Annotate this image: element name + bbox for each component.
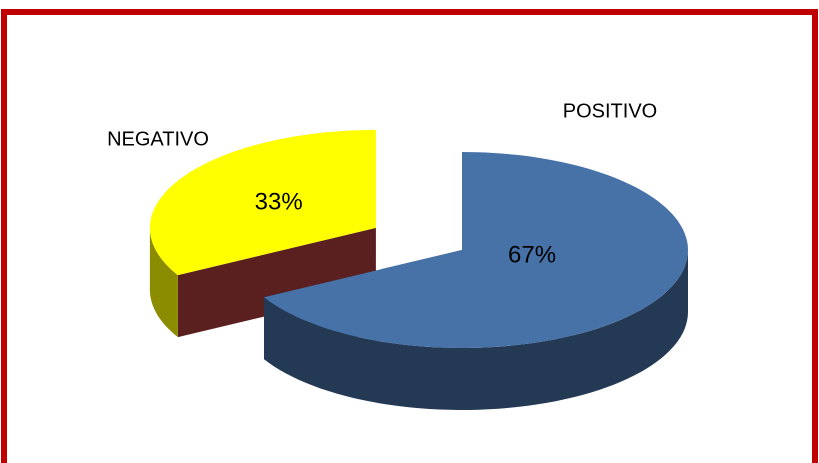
slice xyxy=(149,129,376,338)
category-label: POSITIVO xyxy=(563,100,657,122)
category-label: NEGATIVO xyxy=(107,128,209,150)
data-label: 67% xyxy=(508,241,556,268)
slice-cut-face xyxy=(177,227,376,338)
data-label: 33% xyxy=(255,188,303,215)
slice-side xyxy=(264,250,688,410)
slice xyxy=(264,152,688,410)
slice-side xyxy=(149,227,178,338)
slice-top xyxy=(149,129,376,276)
slice-top xyxy=(264,152,688,348)
frame xyxy=(1,9,818,463)
